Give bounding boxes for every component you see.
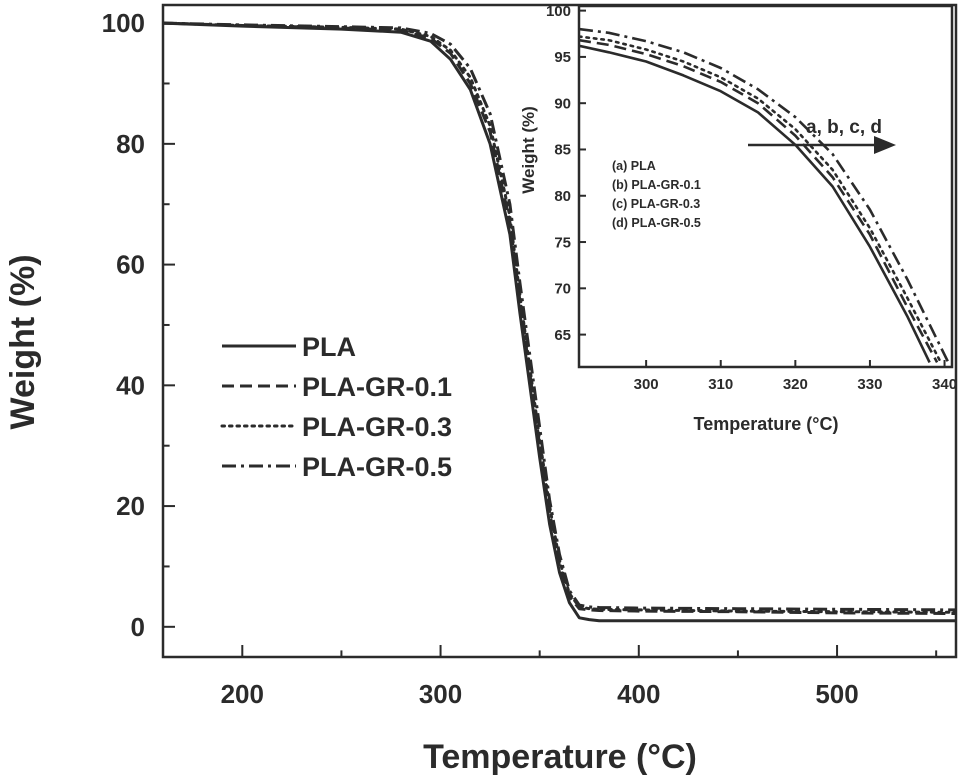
main-y-tick-label: 40 bbox=[116, 370, 145, 400]
inset-x-tick-label: 300 bbox=[634, 376, 659, 393]
inset-plot: 300 310 320 330 340 65 70 75 80 85 90 95 100 Tempera… bbox=[519, 3, 957, 434]
main-y-tick-label: 20 bbox=[116, 491, 145, 521]
inset-series-line-4 bbox=[579, 27, 950, 363]
inset-legend-label: (a) PLA bbox=[612, 159, 656, 173]
inset-trend-arrow: a, b, c, d bbox=[748, 117, 896, 154]
main-series-line-3 bbox=[163, 21, 956, 614]
main-legend-label: PLA-GR-0.3 bbox=[302, 412, 452, 442]
main-y-tick-label: 0 bbox=[131, 612, 145, 642]
main-legend: PLA PLA-GR-0.1 PLA-GR-0.3 PLA-GR-0.5 bbox=[220, 332, 452, 482]
main-axes: 200 300 400 500 0 20 40 60 80 100 bbox=[102, 8, 938, 709]
main-x-axis-title: Temperature (°C) bbox=[423, 738, 697, 776]
trend-annotation: a, b, c, d bbox=[806, 117, 882, 138]
inset-y-tick-label: 65 bbox=[554, 327, 571, 344]
inset-series-line-2 bbox=[579, 38, 939, 364]
main-legend-label: PLA-GR-0.1 bbox=[302, 372, 452, 402]
main-series-line-1 bbox=[163, 21, 956, 623]
main-legend-label: PLA bbox=[302, 332, 356, 362]
inset-x-tick-label: 330 bbox=[857, 376, 882, 393]
main-y-tick-label: 80 bbox=[116, 129, 145, 159]
inset-series-line-1 bbox=[579, 44, 931, 363]
inset-y-tick-label: 70 bbox=[554, 281, 571, 298]
main-x-tick-label: 300 bbox=[419, 679, 462, 709]
inset-series bbox=[579, 27, 950, 364]
main-legend-label: PLA-GR-0.5 bbox=[302, 452, 452, 482]
inset-series-line-3 bbox=[579, 35, 943, 364]
inset-x-tick-label: 320 bbox=[783, 376, 808, 393]
main-x-tick-label: 500 bbox=[815, 679, 858, 709]
inset-y-tick-label: 85 bbox=[554, 142, 571, 159]
inset-legend-label: (b) PLA-GR-0.1 bbox=[612, 178, 701, 192]
inset-legend: (a) PLA (b) PLA-GR-0.1 (c) PLA-GR-0.3 (d) P… bbox=[612, 159, 701, 230]
main-plot-frame bbox=[161, 3, 958, 659]
main-series bbox=[163, 21, 956, 623]
inset-y-tick-label: 90 bbox=[554, 95, 571, 112]
inset-y-tick-label: 75 bbox=[554, 234, 571, 251]
inset-legend-label: (c) PLA-GR-0.3 bbox=[612, 197, 700, 211]
main-y-tick-label: 60 bbox=[116, 250, 145, 280]
main-plot: 200 300 400 500 0 20 40 60 80 100 Temperature (°C… bbox=[4, 3, 958, 776]
inset-y-axis-title: Weight (%) bbox=[519, 106, 538, 194]
trend-arrow-head bbox=[874, 136, 896, 154]
main-y-axis-title: Weight (%) bbox=[4, 254, 42, 429]
inset-y-tick-label: 100 bbox=[546, 3, 571, 20]
inset-axes: 300 310 320 330 340 65 70 75 80 85 90 95 100 bbox=[546, 3, 957, 393]
inset-x-axis-title: Temperature (°C) bbox=[694, 414, 839, 434]
inset-y-tick-label: 80 bbox=[554, 188, 571, 205]
main-x-tick-label: 200 bbox=[221, 679, 264, 709]
inset-x-tick-label: 340 bbox=[932, 376, 957, 393]
inset-x-tick-label: 310 bbox=[708, 376, 733, 393]
main-x-tick-label: 400 bbox=[617, 679, 660, 709]
inset-y-tick-label: 95 bbox=[554, 49, 571, 66]
main-series-line-4 bbox=[163, 21, 956, 612]
main-y-tick-label: 100 bbox=[102, 8, 145, 38]
inset-legend-label: (d) PLA-GR-0.5 bbox=[612, 216, 701, 230]
inset-plot-frame bbox=[577, 4, 954, 369]
